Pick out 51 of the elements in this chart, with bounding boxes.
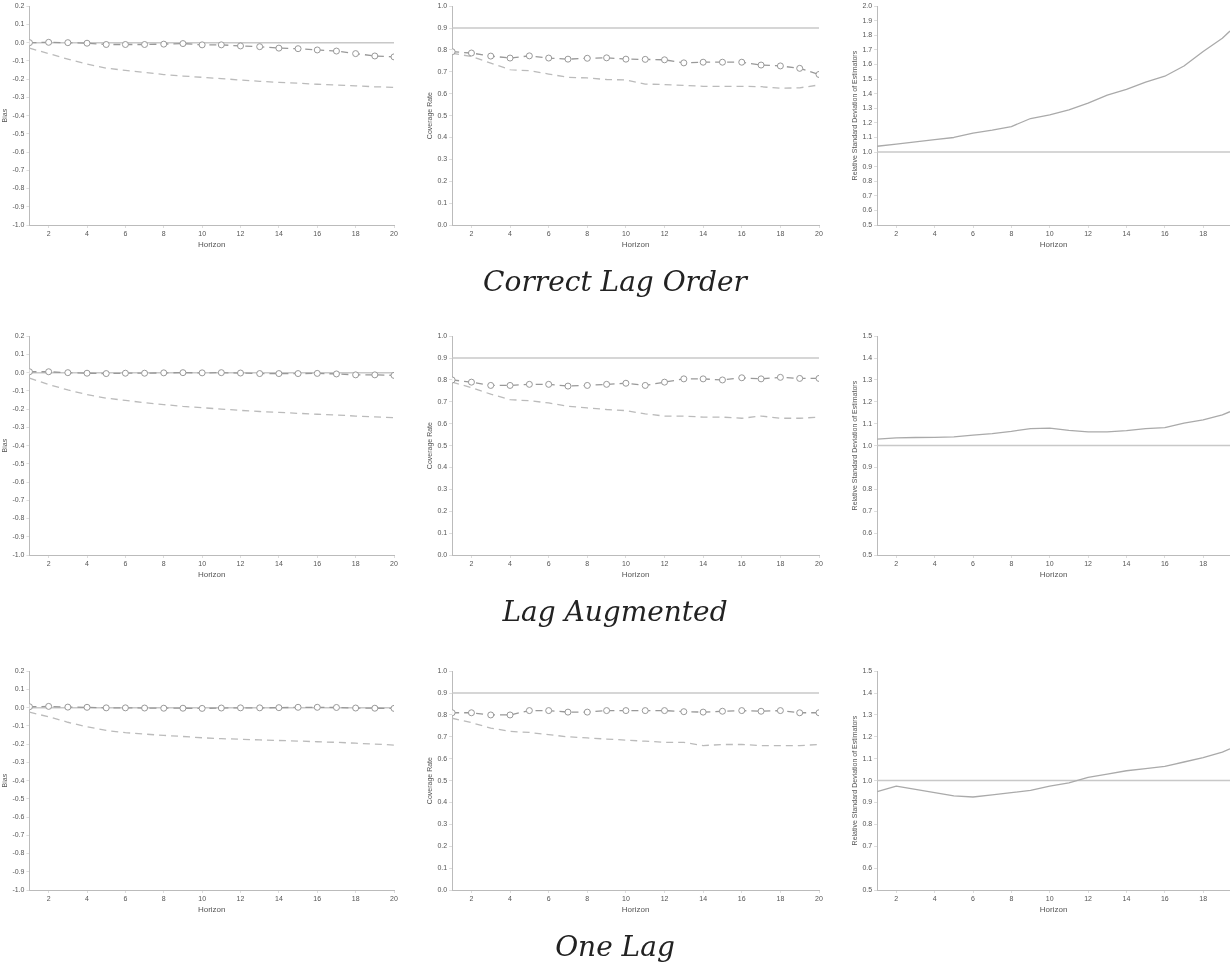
x-axis-title: Horizon (197, 905, 226, 915)
x-axis-title: Horizon (621, 570, 650, 580)
point (564, 55, 572, 63)
point (776, 62, 784, 70)
point (352, 50, 360, 58)
point (64, 39, 72, 47)
point (332, 47, 340, 55)
point (545, 54, 553, 62)
text: Correct Lag Order (482, 265, 749, 298)
x-axis-title: Horizon (1039, 905, 1068, 915)
point (699, 58, 707, 66)
x-axis-title: Horizon (1039, 570, 1068, 580)
point (45, 38, 53, 46)
point (121, 40, 129, 48)
x-axis-title: Horizon (197, 570, 226, 580)
point (275, 44, 283, 52)
point (680, 59, 688, 67)
line-series (29, 711, 394, 746)
point (83, 39, 91, 47)
point (160, 40, 168, 48)
point (622, 55, 630, 63)
x-axis-title: Horizon (621, 240, 650, 250)
point (467, 49, 475, 57)
point (294, 45, 302, 53)
x-axis-title: Horizon (197, 240, 226, 250)
text: One Lag (554, 930, 676, 963)
point (603, 54, 611, 62)
point (371, 52, 379, 60)
point (525, 52, 533, 60)
line-series (29, 377, 394, 419)
point (487, 52, 495, 60)
point (661, 56, 669, 64)
point (102, 40, 110, 48)
point (506, 54, 514, 62)
point (718, 58, 726, 66)
point (583, 54, 591, 62)
point (141, 40, 149, 48)
point (796, 64, 804, 72)
point (217, 41, 225, 49)
point (198, 41, 206, 49)
point (237, 42, 245, 50)
x-axis-title: Horizon (621, 905, 650, 915)
point (256, 43, 264, 51)
point (738, 58, 746, 66)
x-axis-title: Horizon (1039, 240, 1068, 250)
line-series (29, 47, 394, 88)
point (641, 55, 649, 63)
text: Lag Augmented (501, 595, 729, 628)
point (179, 40, 187, 48)
point (757, 61, 765, 69)
point (313, 46, 321, 54)
